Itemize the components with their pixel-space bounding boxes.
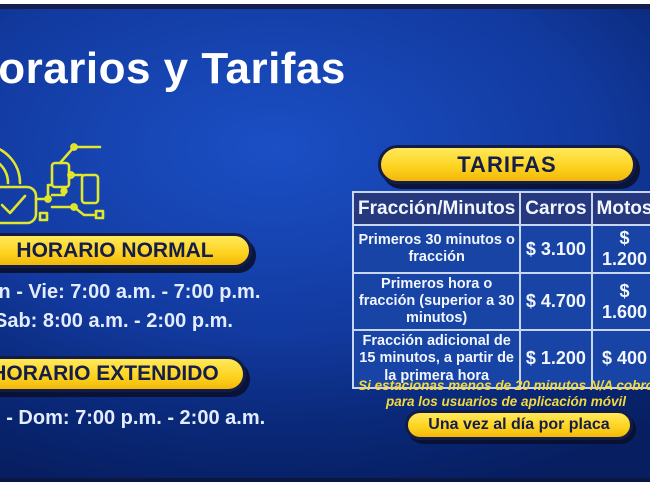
row2-motos-price: $ 1.600 <box>590 271 650 332</box>
horario-extendido-banner: HORARIO EXTENDIDO <box>0 356 246 392</box>
normal-schedule-weekdays: Lun - Vie: 7:00 a.m. - 7:00 p.m. <box>0 281 261 303</box>
row1-motos-price: $ 1.200 <box>590 224 650 274</box>
rates-header-row: Fracción/Minutos Carros Motos <box>351 191 650 226</box>
smart-parking-icon <box>0 137 110 239</box>
table-row: Primeros hora o fracción (superior a 30 … <box>351 271 650 332</box>
flyer-background: Horarios y Tarifas <box>0 4 650 482</box>
header-carros: Carros <box>519 191 593 226</box>
row2-carros-price: $ 4.700 <box>519 271 593 332</box>
once-per-day-badge: Una vez al día por placa <box>405 410 633 440</box>
row1-carros-price: $ 3.100 <box>519 224 593 274</box>
rates-table: Fracción/Minutos Carros Motos Primeros 3… <box>351 191 650 389</box>
tarifas-banner: TARIFAS <box>378 145 636 184</box>
tarifas-label: TARIFAS <box>457 151 557 177</box>
row1-fraccion: Primeros 30 minutos o fracción <box>351 224 522 274</box>
header-fraccion-minutos: Fracción/Minutos <box>351 191 522 226</box>
header-motos: Motos <box>590 191 650 226</box>
row3-fraccion: Fracción adicional de 15 minutos, a part… <box>351 329 522 389</box>
note-line2: para los usuarios de aplicación móvil <box>385 394 627 410</box>
row2-fraccion: Primeros hora o fracción (superior a 30 … <box>351 271 522 332</box>
note-line1: Si estacionas menos de 20 minutos N/A co… <box>358 378 650 393</box>
horario-extendido-label: HORARIO EXTENDIDO <box>0 362 219 385</box>
normal-schedule-saturday: Sab: 8:00 a.m. - 2:00 p.m. <box>0 310 233 332</box>
badge-label: Una vez al día por placa <box>428 416 610 433</box>
row3-carros-price: $ 1.200 <box>519 329 593 389</box>
page-title: Horarios y Tarifas <box>0 44 346 93</box>
row3-motos-price: $ 400 <box>590 329 650 389</box>
horario-normal-label: HORARIO NORMAL <box>16 238 214 262</box>
extended-schedule-line: Lun - Dom: 7:00 p.m. - 2:00 a.m. <box>0 407 266 429</box>
table-row: Primeros 30 minutos o fracción $ 3.100 $… <box>351 224 650 274</box>
horario-normal-banner: HORARIO NORMAL <box>0 233 252 268</box>
parking-note: Si estacionas menos de 20 minutos N/A co… <box>338 378 650 410</box>
table-row: Fracción adicional de 15 minutos, a part… <box>351 329 650 389</box>
